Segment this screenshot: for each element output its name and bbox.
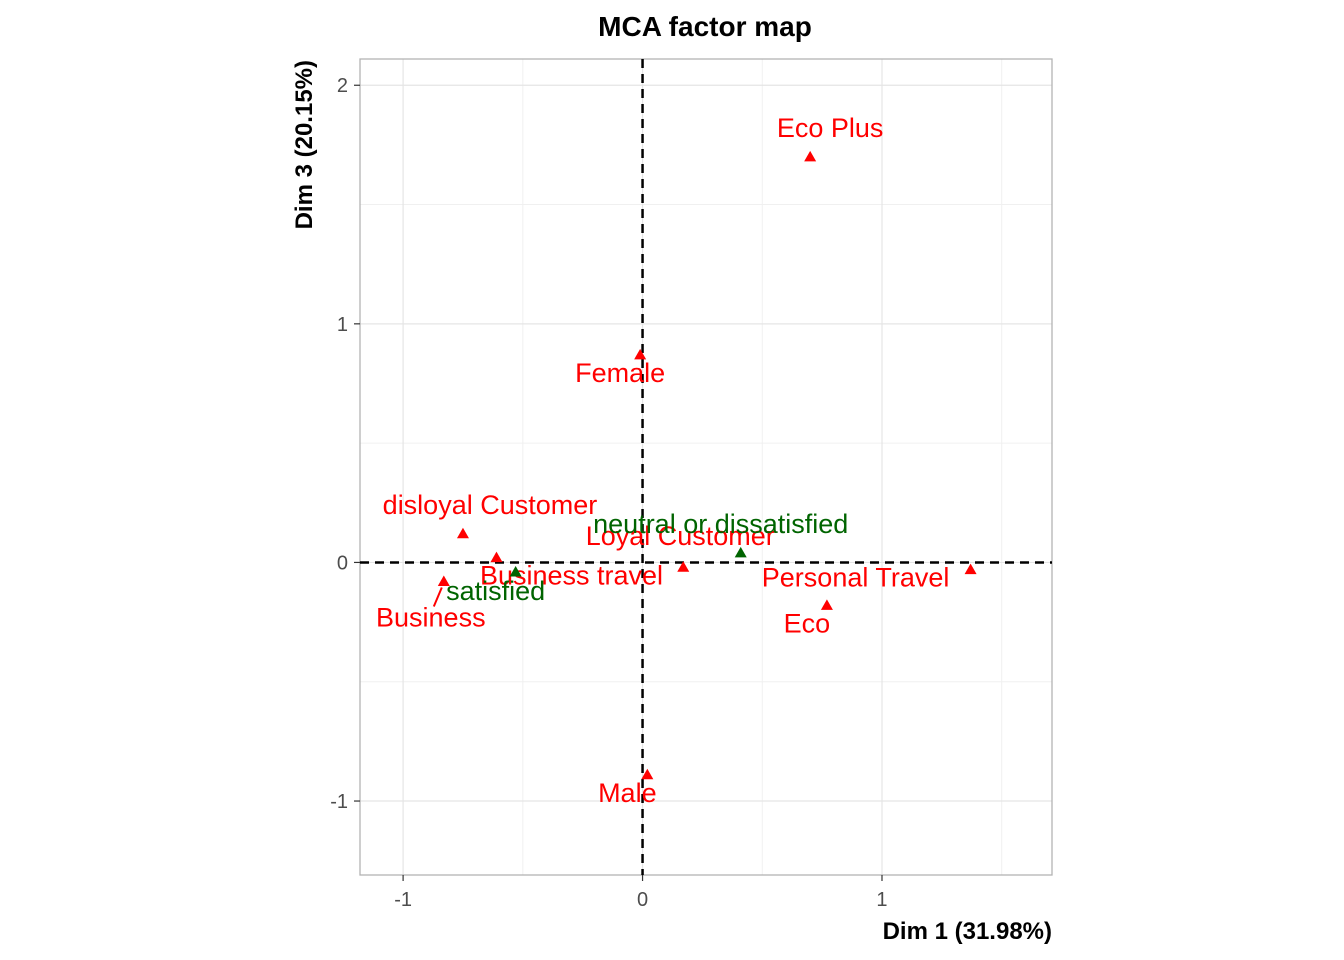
label-leader-line xyxy=(432,587,443,607)
x-axis-title: Dim 1 (31.98%) xyxy=(883,918,1052,945)
y-tick-label: 0 xyxy=(337,552,348,574)
x-tick-label: 0 xyxy=(637,889,648,911)
data-point-marker xyxy=(634,348,647,360)
data-point-marker xyxy=(734,546,747,558)
data-point-marker xyxy=(677,561,690,572)
x-tick-label: -1 xyxy=(394,889,412,911)
x-tick-label: 1 xyxy=(876,889,887,911)
data-point-label: Eco Plus xyxy=(777,113,884,143)
data-point-label: disloyal Customer xyxy=(383,490,598,520)
data-point-marker xyxy=(964,563,977,575)
y-tick-label: 2 xyxy=(337,75,348,97)
data-point-label: Eco xyxy=(784,608,831,638)
data-point-marker xyxy=(641,768,654,780)
data-point-label: Male xyxy=(598,778,657,808)
y-tick-label: 1 xyxy=(337,314,348,336)
data-point-label: neutral or dissatisfied xyxy=(593,509,848,539)
plot-area: -1 0 1 -1 0 1 2 Eco Plus Female disloyal Customer… xyxy=(330,58,1053,911)
y-tick-label: -1 xyxy=(330,791,348,813)
data-point-marker xyxy=(490,551,503,563)
data-point-marker xyxy=(804,150,817,162)
data-point-label: Female xyxy=(575,358,665,388)
y-axis-title: Dim 3 (20.15%) xyxy=(291,60,318,229)
data-point-marker xyxy=(437,575,450,587)
data-point-marker xyxy=(509,565,522,577)
data-point-label: Loyal Customer xyxy=(586,521,775,551)
data-point-marker xyxy=(456,527,469,539)
data-point-label: Personal Travel xyxy=(762,563,950,593)
chart-title: MCA factor map xyxy=(598,11,812,42)
data-point-marker xyxy=(820,599,833,610)
plot-border xyxy=(359,58,1053,876)
data-point-label: satisfied xyxy=(446,576,545,606)
data-point-label: Business xyxy=(376,603,486,633)
